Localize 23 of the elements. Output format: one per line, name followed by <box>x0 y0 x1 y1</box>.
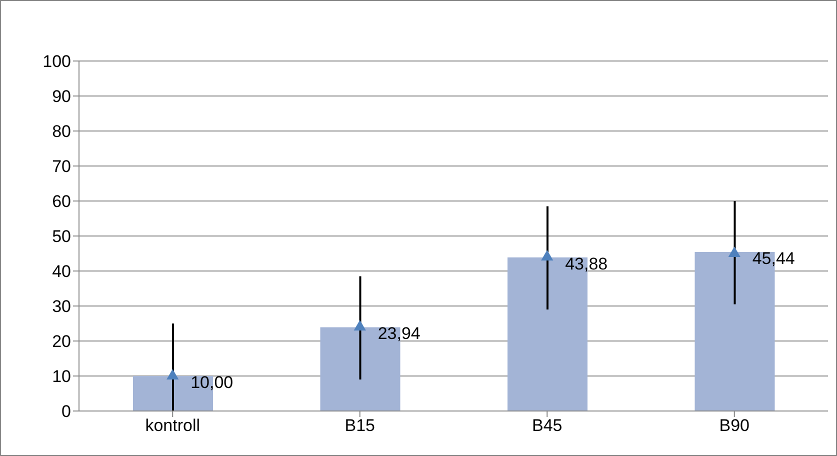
x-tick-label: B90 <box>719 416 750 436</box>
y-tick-label: 60 <box>52 192 71 212</box>
y-tick-label: 50 <box>52 227 71 246</box>
y-tick-label: 90 <box>52 87 71 106</box>
y-tick-label: 0 <box>62 402 71 422</box>
y-tick-label: 30 <box>52 297 71 316</box>
point <box>728 246 740 258</box>
y-tick-label: 40 <box>52 262 71 282</box>
data-label: 43,88 <box>565 254 608 274</box>
x-tick-label: B45 <box>532 416 562 436</box>
data-label: 45,44 <box>752 248 795 268</box>
point <box>541 250 554 261</box>
y-tick-label: 20 <box>52 332 71 352</box>
y-tick-label: 10 <box>52 367 71 386</box>
point <box>354 320 366 331</box>
x-tick-label: kontroll <box>145 416 200 436</box>
y-tick-label: 100 <box>42 52 71 72</box>
y-tick-label: 80 <box>52 122 71 142</box>
data-label: 10,00 <box>190 373 234 392</box>
point <box>166 368 179 380</box>
data-label: 23,94 <box>378 324 420 344</box>
x-tick-label: B15 <box>344 416 375 436</box>
y-tick-label: 70 <box>52 157 71 176</box>
